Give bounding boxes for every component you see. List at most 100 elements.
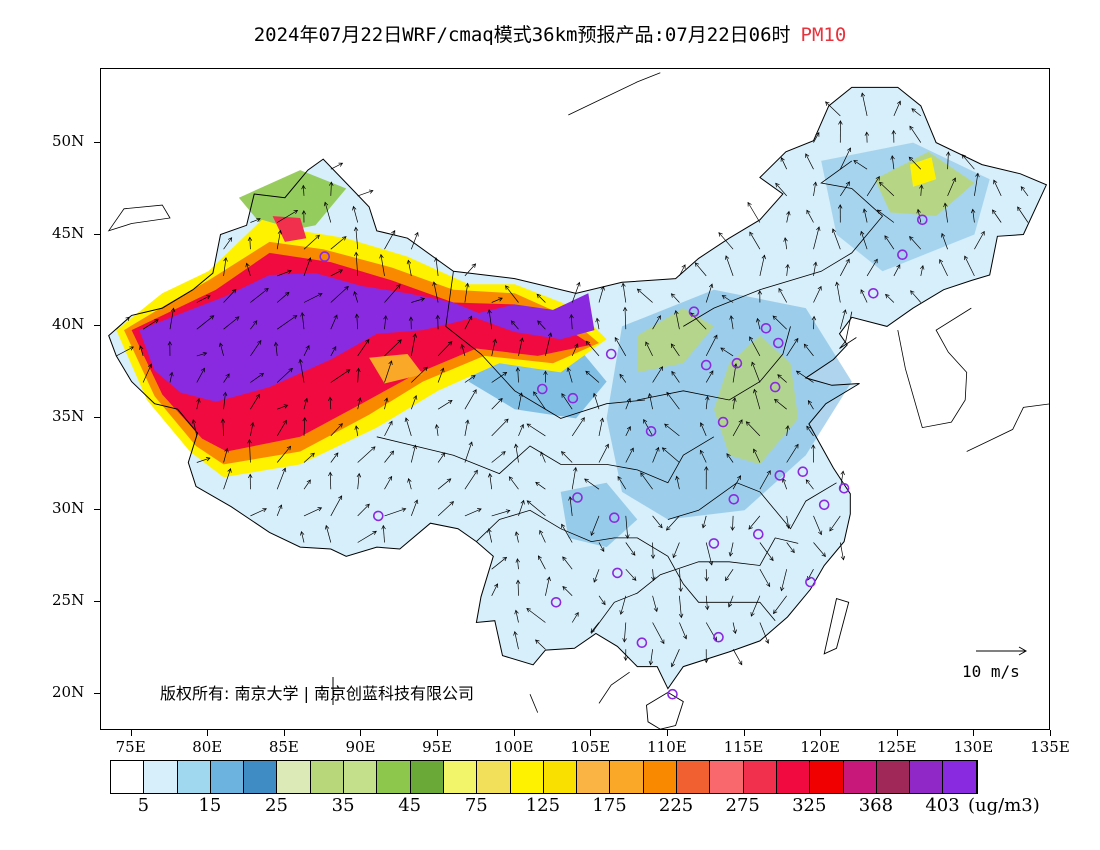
wind-vector [301, 312, 305, 330]
wind-arrowhead [765, 639, 770, 644]
wind-vector [861, 93, 868, 116]
colorbar-label: 325 [792, 795, 827, 816]
wind-arrowhead [389, 450, 395, 456]
station-marker [608, 512, 620, 524]
colorbar-label: 225 [658, 795, 694, 816]
wind-vector [853, 160, 868, 170]
wind-vector [384, 360, 392, 383]
wind-arrowhead [406, 259, 412, 265]
wind-arrowhead [656, 315, 661, 320]
wind-arrowhead [708, 560, 714, 566]
wind-arrowhead [619, 610, 624, 615]
wind-arrowhead [202, 351, 208, 357]
wind-vector [813, 182, 817, 196]
wind-vector [749, 231, 761, 250]
wind-vector [517, 580, 519, 596]
wind-arrowhead [383, 315, 388, 320]
wind-vector [671, 371, 680, 383]
wind-vector [249, 439, 251, 463]
wind-vector [652, 515, 663, 528]
wind-arrowhead [536, 293, 542, 299]
lon-tick [513, 730, 515, 736]
wind-vector [537, 320, 546, 330]
wind-vector [277, 210, 298, 223]
wind-arrowhead [728, 552, 734, 557]
wind-arrowhead [753, 388, 758, 394]
wind-vector [526, 608, 546, 623]
wind-vector [705, 569, 708, 581]
wind-arrowhead [526, 423, 532, 428]
wind-vector [777, 374, 787, 383]
wind-arrowhead [447, 400, 453, 405]
colorbar-label: 25 [265, 795, 288, 816]
wind-vector [732, 622, 736, 634]
wind-arrowhead [446, 478, 452, 483]
wind-vector [732, 475, 741, 490]
province-border-2 [376, 436, 715, 484]
wind-arrowhead [471, 375, 476, 380]
wind-vector [411, 298, 425, 303]
wind-vector [489, 473, 493, 490]
wind-arrowhead [701, 523, 707, 529]
wind-vector [671, 343, 680, 357]
wind-arrowhead [766, 470, 771, 475]
wind-vector [750, 595, 761, 617]
wind-vector [571, 417, 585, 437]
wind-vector [751, 362, 761, 383]
province-border-1 [445, 271, 646, 419]
wind-arrowhead [678, 613, 684, 619]
wind-arrowhead [961, 154, 966, 159]
wind-arrowhead [790, 548, 795, 554]
wind-vector [330, 236, 347, 250]
wind-vector [357, 368, 359, 383]
wind-arrowhead [287, 269, 292, 274]
wind-vector [303, 257, 311, 277]
pollutant-label: PM10 [800, 24, 847, 46]
wind-arrowhead [660, 639, 665, 645]
wind-arrowhead [282, 419, 287, 425]
wind-arrowhead [595, 317, 600, 323]
wind-arrowhead [664, 423, 669, 428]
wind-vector [303, 345, 310, 357]
wind-arrowhead [732, 397, 737, 402]
wind-arrowhead [678, 587, 683, 593]
wind-vector [839, 309, 846, 330]
station-marker [536, 383, 548, 395]
lon-tick [590, 730, 592, 736]
station-marker [700, 359, 712, 371]
wind-arrowhead [515, 366, 521, 372]
wind-vector [515, 610, 519, 623]
wind-arrowhead [234, 316, 240, 321]
wind-arrowhead [952, 177, 957, 183]
wind-vector [511, 320, 519, 330]
wind-vector [196, 352, 207, 357]
wind-arrowhead [300, 311, 305, 317]
wind-arrowhead [939, 258, 944, 264]
wind-arrowhead [580, 417, 585, 422]
wind-arrowhead [622, 638, 627, 643]
colorbar [110, 760, 978, 794]
wind-arrowhead [292, 315, 298, 320]
wind-arrowhead [333, 314, 338, 320]
wind-vector [464, 508, 482, 517]
wind-vector [276, 504, 282, 517]
wind-arrowhead [420, 297, 426, 302]
wind-vector [676, 476, 680, 490]
wind-arrowhead [504, 418, 509, 424]
wind-vector [909, 236, 922, 250]
lon-label: 125E [876, 738, 917, 756]
wind-arrowhead [733, 363, 738, 368]
wind-arrowhead [561, 523, 566, 529]
wind-arrowhead [813, 261, 818, 267]
wind-vector [539, 530, 546, 543]
wind-vector [652, 315, 661, 330]
wind-arrowhead [278, 504, 283, 509]
wind-arrowhead [658, 523, 663, 529]
wind-vector [749, 336, 761, 357]
wind-vector [246, 263, 251, 277]
wind-arrowhead [293, 210, 299, 215]
wind-arrowhead [147, 363, 153, 369]
wind-vector [1020, 186, 1029, 197]
wind-arrowhead [600, 285, 605, 291]
wind-arrowhead [412, 444, 417, 450]
